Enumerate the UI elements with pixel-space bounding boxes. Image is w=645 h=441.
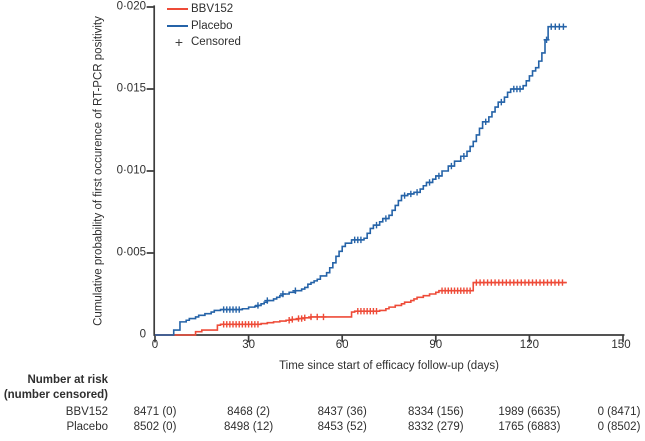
risk-cell: 0 (8502) xyxy=(597,421,641,433)
risk-cell: 8498 (12) xyxy=(223,421,274,433)
risk-cell: 8502 (0) xyxy=(133,421,177,433)
risk-cell: 8437 (36) xyxy=(317,406,367,418)
legend-label: BBV152 xyxy=(191,3,234,16)
y-tick-label: 0 xyxy=(139,328,146,341)
risk-cell: 8468 (2) xyxy=(227,406,271,418)
legend-item-censored: + Censored xyxy=(167,34,241,51)
x-tick-label: 120 xyxy=(519,339,539,351)
risk-row-label-bbv152: BBV152 xyxy=(65,406,108,418)
risk-cell: 8334 (156) xyxy=(407,406,464,418)
risk-cell: 8332 (279) xyxy=(407,421,464,433)
risk-cell: 1989 (6635) xyxy=(498,406,561,418)
risk-cell: 8471 (0) xyxy=(133,406,177,418)
risk-cell: 0 (8471) xyxy=(597,406,641,418)
legend: BBV152 Placebo + Censored xyxy=(167,1,241,51)
censored-plus-icon: + xyxy=(174,34,184,51)
risk-cell: 8453 (52) xyxy=(317,421,367,433)
x-tick-label: 30 xyxy=(242,339,255,351)
legend-label: Censored xyxy=(191,36,241,49)
risk-cell: 1765 (6883) xyxy=(498,421,561,433)
legend-item-bbv152: BBV152 xyxy=(167,1,241,18)
y-tick-label: 0·005 xyxy=(116,246,146,259)
x-tick-label: 0 xyxy=(151,339,159,351)
curve-bbv152 xyxy=(155,281,567,336)
y-tick-label: 0·010 xyxy=(116,164,146,177)
legend-label: Placebo xyxy=(191,19,233,32)
legend-item-placebo: Placebo xyxy=(167,18,241,35)
x-tick-label: 150 xyxy=(611,339,631,351)
plot-axes xyxy=(146,5,625,343)
risk-table-header-line1: Number at risk xyxy=(27,374,108,386)
bbv152-line-swatch xyxy=(167,8,191,11)
y-tick-label: 0·020 xyxy=(116,0,146,13)
x-tick-label: 60 xyxy=(335,339,349,351)
censor-marks-bbv152 xyxy=(220,279,566,328)
x-tick-label: 90 xyxy=(429,339,443,351)
y-tick-label: 0·015 xyxy=(116,82,146,95)
censor-marks-placebo xyxy=(220,23,567,313)
risk-table-header-line2: (number censored) xyxy=(3,389,108,401)
x-axis-title: Time since start of efficacy follow-up (… xyxy=(279,360,499,372)
curve-placebo xyxy=(155,25,567,336)
placebo-line-swatch xyxy=(167,24,191,27)
risk-row-label-placebo: Placebo xyxy=(66,421,108,433)
